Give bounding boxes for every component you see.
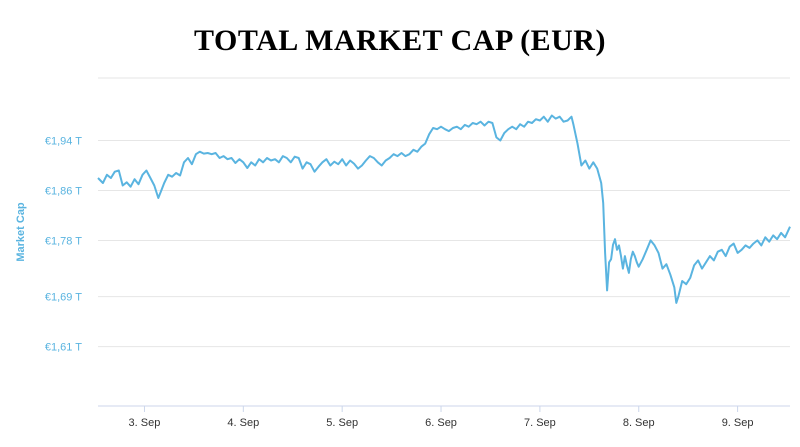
chart-title: TOTAL MARKET CAP (EUR) bbox=[194, 24, 606, 57]
x-tick-label: 3. Sep bbox=[129, 417, 161, 429]
grid-lines bbox=[98, 77, 790, 348]
x-tick-label: 4. Sep bbox=[227, 417, 259, 429]
y-tick-label: €1,61 T bbox=[45, 342, 82, 354]
y-tick-label: €1,94 T bbox=[45, 135, 82, 147]
x-tick-label: 8. Sep bbox=[623, 417, 655, 429]
x-tick-label: 6. Sep bbox=[425, 417, 457, 429]
x-tick-label: 9. Sep bbox=[722, 417, 754, 429]
y-axis-label: Market Cap bbox=[15, 202, 27, 262]
market-cap-series-line bbox=[97, 114, 791, 304]
y-tick-label: €1,78 T bbox=[45, 235, 82, 247]
x-tick-label: 5. Sep bbox=[326, 417, 358, 429]
x-axis: 3. Sep 4. Sep 5. Sep 6. Sep 7. Sep 8. Sep 9. S… bbox=[98, 405, 790, 429]
y-axis: €1,61 T €1,69 T €1,78 T €1,86 T €1,94 T bbox=[45, 135, 82, 353]
y-tick-label: €1,86 T bbox=[45, 185, 82, 197]
y-tick-label: €1,69 T bbox=[45, 292, 82, 304]
x-tick-label: 7. Sep bbox=[524, 417, 556, 429]
